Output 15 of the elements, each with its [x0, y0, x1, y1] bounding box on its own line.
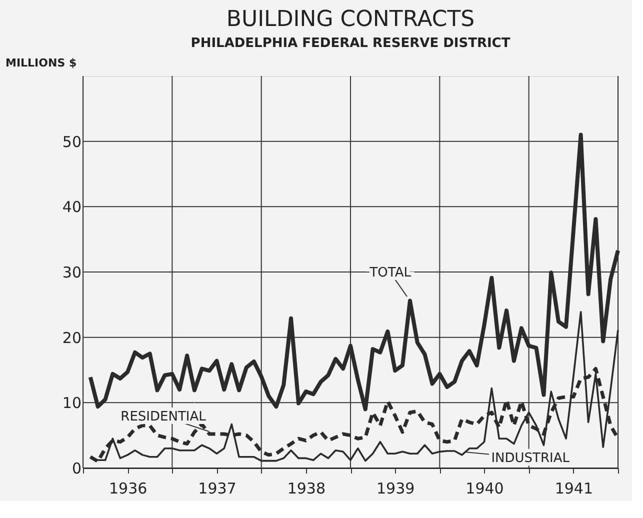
- chart-title: BUILDING CONTRACTS: [226, 7, 475, 32]
- x-tick-label: 1936: [108, 480, 148, 498]
- y-tick-label: 0: [72, 460, 82, 478]
- x-tick-label: 1939: [376, 480, 415, 498]
- chart-subtitle: PHILADELPHIA FEDERAL RESERVE DISTRICT: [190, 36, 510, 51]
- x-tick-label: 1937: [198, 480, 236, 498]
- x-tick-label: 1941: [554, 480, 594, 498]
- x-tick-label: 1940: [466, 480, 504, 498]
- y-tick-label: 20: [62, 328, 82, 347]
- y-tick-label: 50: [62, 132, 82, 151]
- y-tick-label: 30: [62, 264, 82, 282]
- y-tick-label: 40: [62, 198, 82, 216]
- y-axis-title: MILLIONS $: [6, 56, 77, 70]
- x-tick-label: 1938: [287, 480, 326, 498]
- y-tick-label: 10: [62, 394, 82, 412]
